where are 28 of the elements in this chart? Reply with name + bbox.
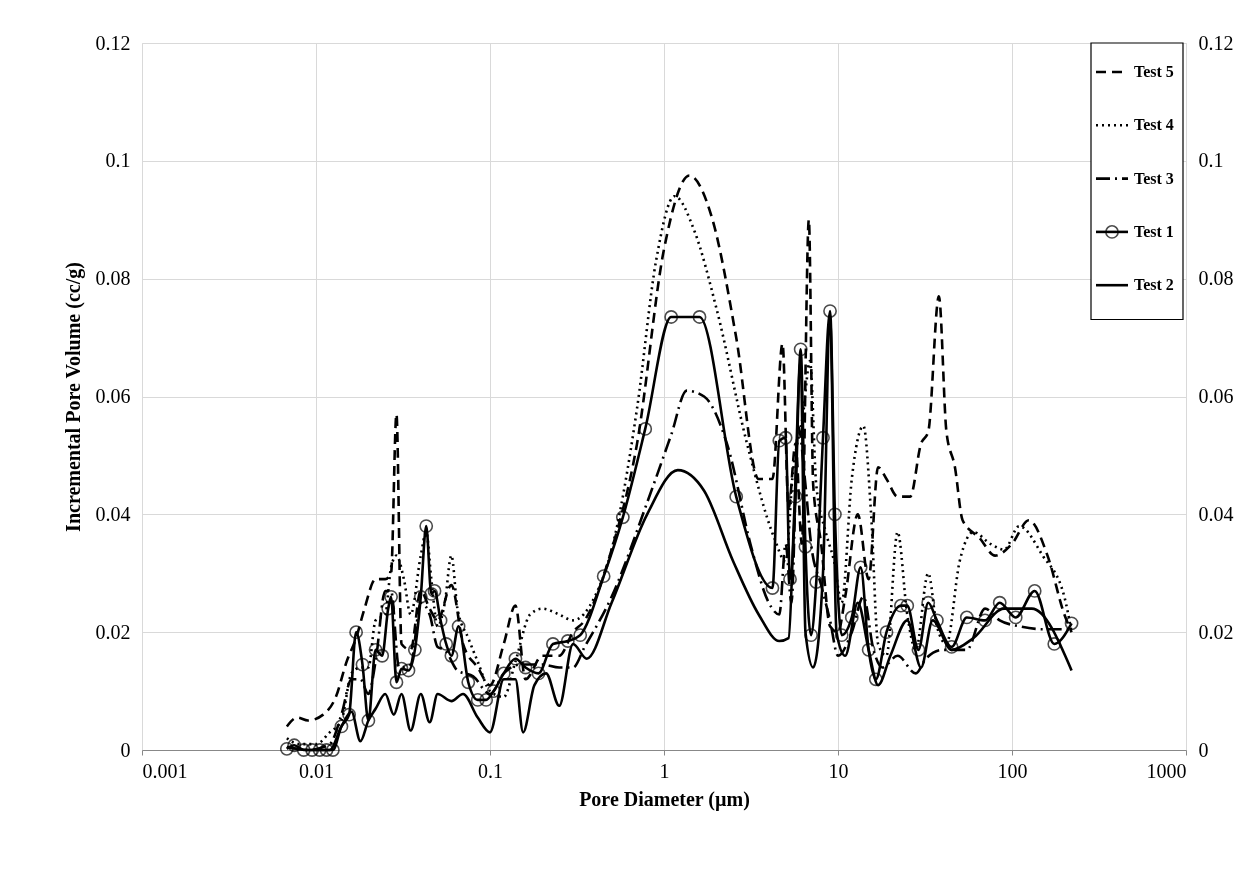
y-tick-label: 0.12 xyxy=(95,31,131,54)
x-axis-title: Pore Diameter (µm) xyxy=(579,787,750,811)
y2-tick-label: 0.08 xyxy=(1198,267,1234,290)
x-tick-label: 0.001 xyxy=(142,759,188,782)
y2-tick-label: 0 xyxy=(1198,738,1209,761)
legend-label: Test 1 xyxy=(1134,222,1174,240)
x-tick-label: 0.1 xyxy=(478,759,503,782)
x-tick-label: 1 xyxy=(659,759,670,782)
y2-tick-label: 0.02 xyxy=(1198,620,1234,643)
x-tick-label: 10 xyxy=(828,759,849,782)
legend-label: Test 2 xyxy=(1134,276,1174,294)
legend-label: Test 3 xyxy=(1134,169,1174,187)
legend-label: Test 4 xyxy=(1134,116,1174,134)
legend-label: Test 5 xyxy=(1134,63,1174,80)
y-tick-label: 0.06 xyxy=(95,385,131,407)
x-tick-label: 100 xyxy=(997,759,1028,782)
y2-tick-label: 0.1 xyxy=(1198,149,1224,172)
y2-tick-label: 0.06 xyxy=(1198,385,1234,407)
y-tick-label: 0.02 xyxy=(95,620,131,643)
x-tick-label: 1000 xyxy=(1146,759,1187,782)
y-tick-label: 0.1 xyxy=(105,149,131,172)
y2-tick-label: 0.04 xyxy=(1198,502,1234,525)
y-tick-label: 0.08 xyxy=(95,267,131,290)
y-tick-label: 0 xyxy=(120,738,131,761)
y-tick-label: 0.04 xyxy=(95,502,131,525)
y2-tick-label: 0.12 xyxy=(1198,31,1234,54)
x-tick-label: 0.01 xyxy=(299,759,334,782)
y-axis-title: Incremental Pore Volume (cc/g) xyxy=(61,262,85,532)
